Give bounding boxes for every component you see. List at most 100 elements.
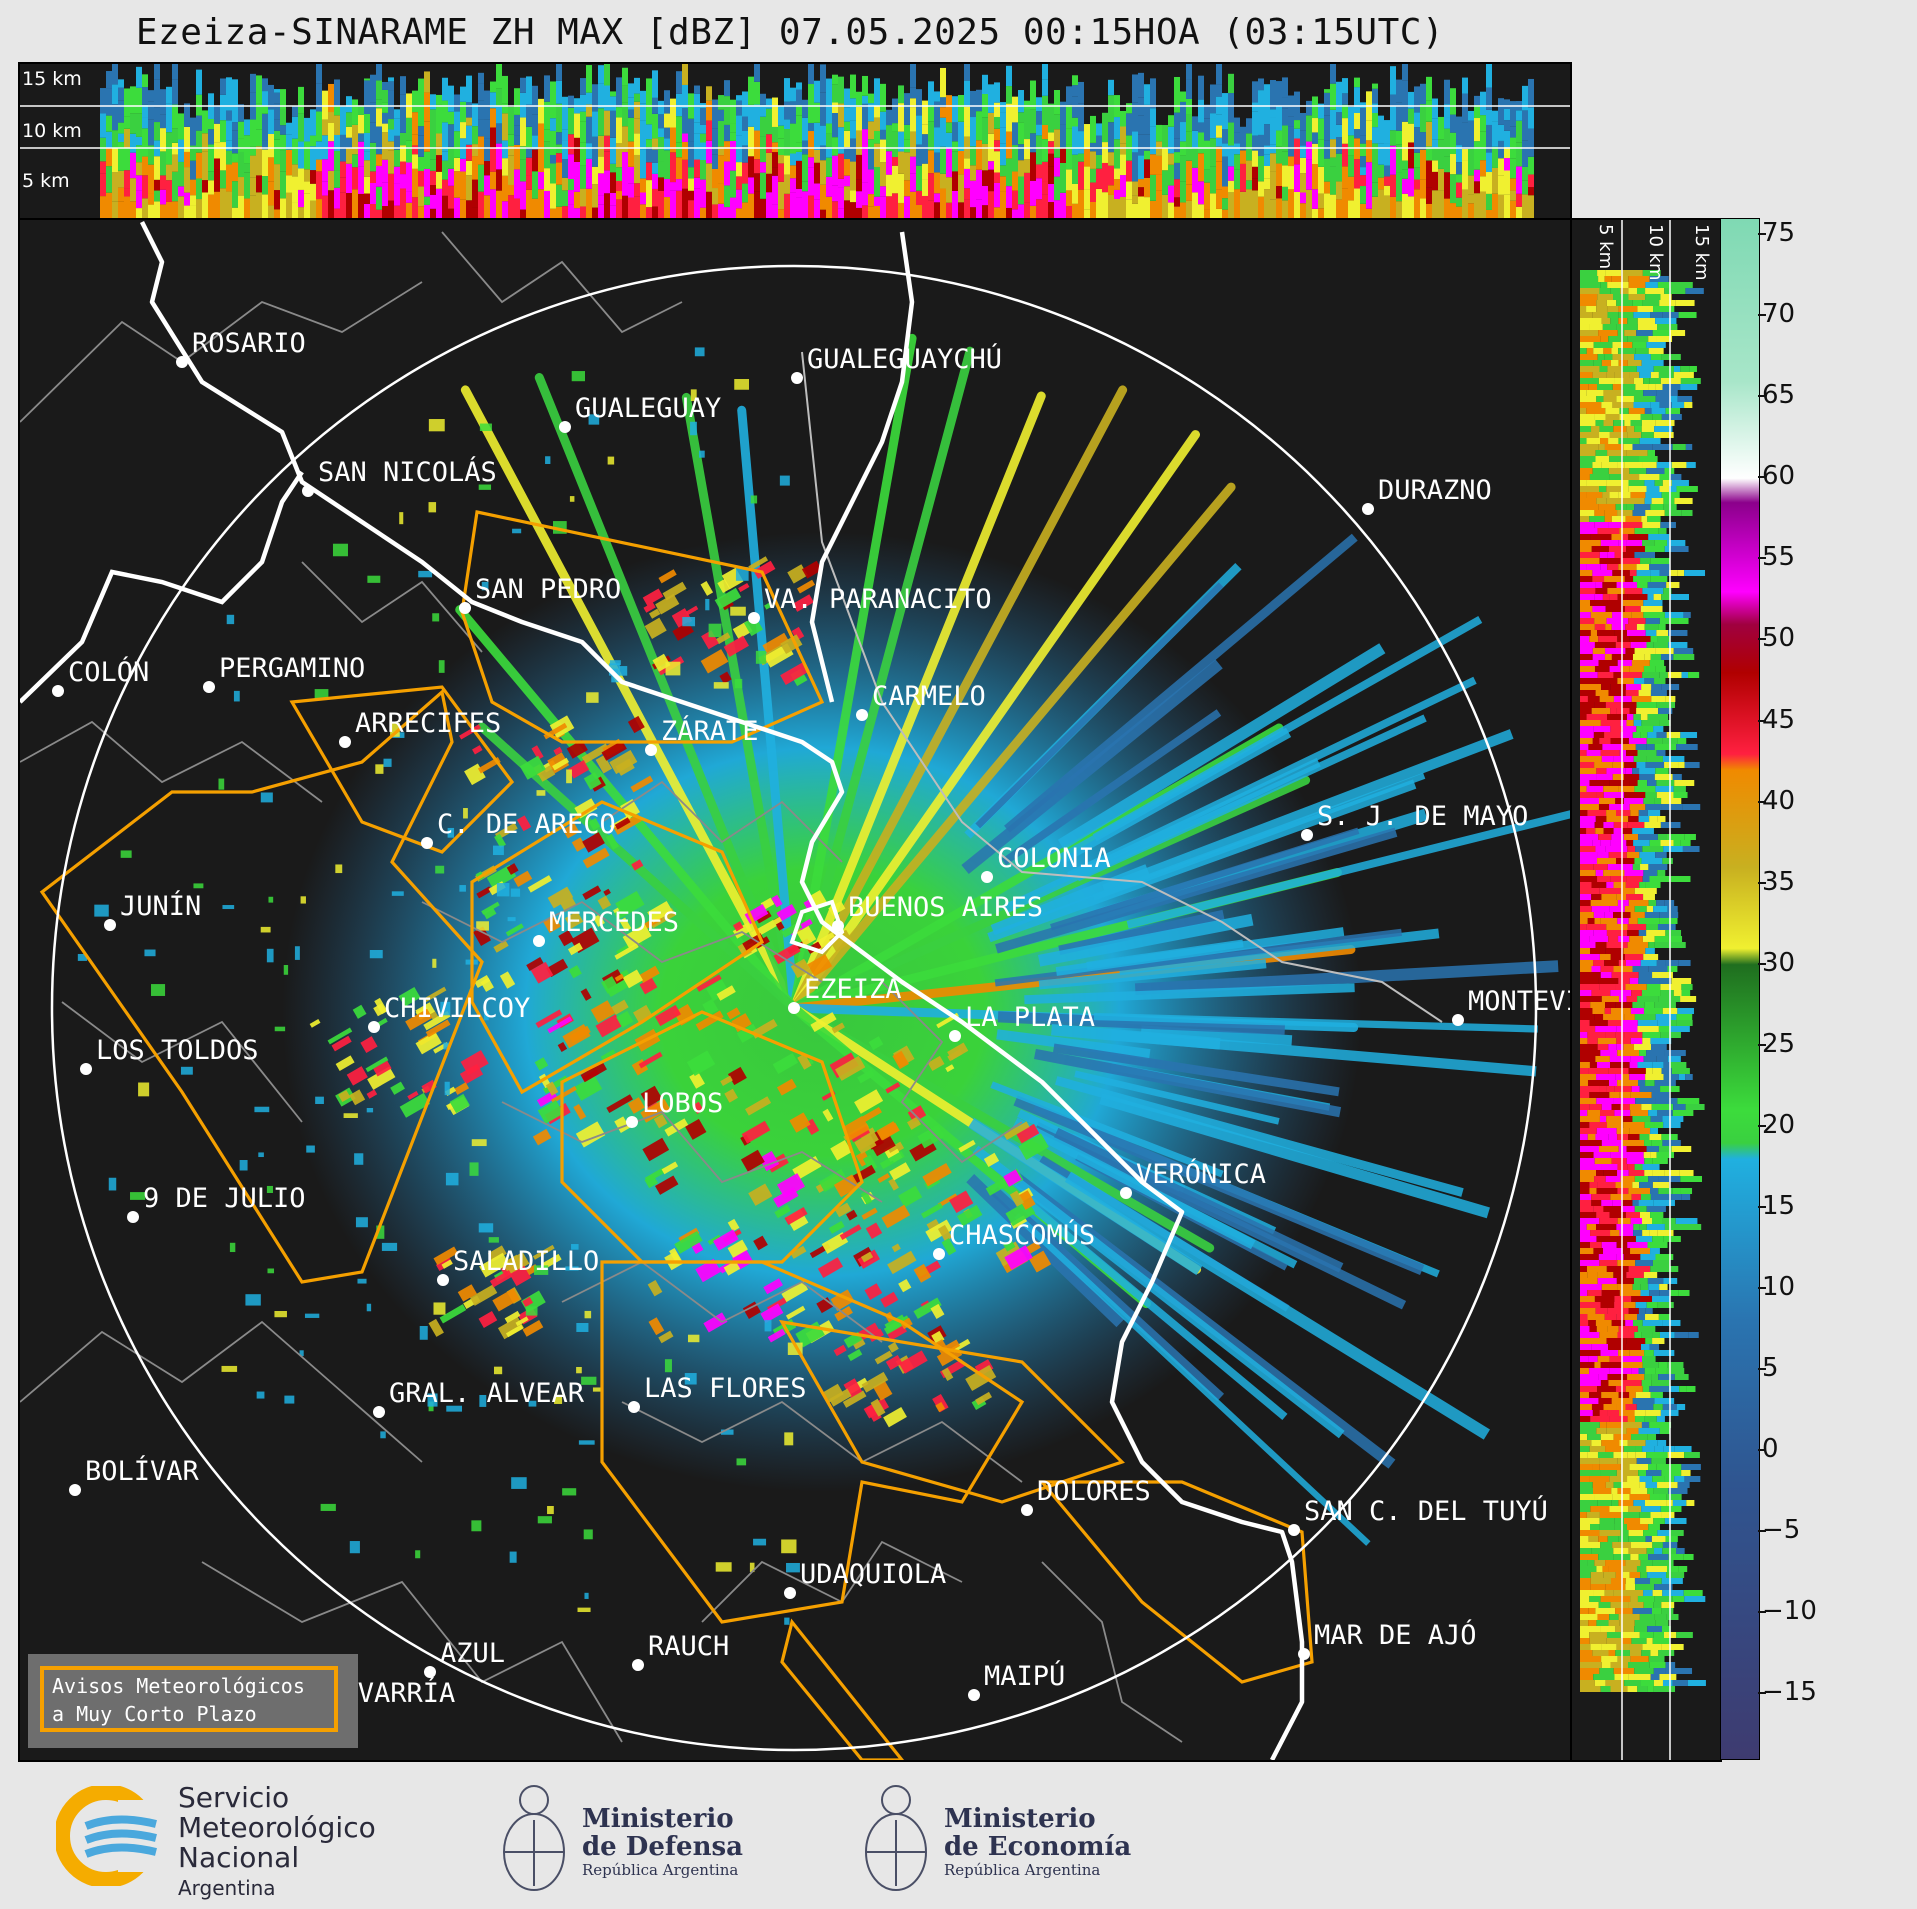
city-label: EZEIZA: [804, 974, 902, 1005]
city-label: LAS FLORES: [644, 1373, 807, 1404]
city-marker[interactable]: ROSARIO: [176, 328, 306, 368]
colorbar-tick-mark: [1758, 476, 1766, 479]
colorbar-tick-label: 30: [1762, 947, 1796, 978]
city-marker[interactable]: SALADILLO: [437, 1246, 599, 1286]
city-marker[interactable]: SAN PEDRO: [459, 574, 621, 614]
coastlines: [20, 220, 1305, 1760]
city-marker[interactable]: VERÓNICA: [1120, 1158, 1266, 1199]
city-dot: [788, 1002, 800, 1014]
city-label: ROSARIO: [192, 328, 306, 359]
height-label-15km: 15 km: [22, 68, 82, 90]
city-marker[interactable]: GUALEGUAYCHÚ: [791, 343, 1002, 384]
city-marker[interactable]: RAUCH: [632, 1631, 729, 1671]
city-marker[interactable]: CHASCOMÚS: [933, 1219, 1095, 1260]
city-marker[interactable]: BOLÍVAR: [69, 1455, 200, 1496]
city-label: GUALEGUAYCHÚ: [807, 343, 1002, 375]
colorbar-tick-mark: [1758, 1611, 1766, 1614]
city-marker[interactable]: COLÓN: [52, 656, 149, 697]
city-marker[interactable]: S. J. DE MAYO: [1301, 801, 1528, 841]
city-dot: [1288, 1524, 1300, 1536]
dbz-colorbar: [1720, 218, 1760, 1760]
city-marker[interactable]: JUNÍN: [104, 890, 201, 931]
warning-legend[interactable]: Avisos Meteorológicos a Muy Corto Plazo: [28, 1654, 358, 1748]
city-label: ZÁRATE: [661, 715, 759, 747]
city-label: S. J. DE MAYO: [1317, 801, 1528, 832]
colorbar-tick-label: 0: [1762, 1434, 1779, 1464]
city-marker[interactable]: C. DE ARECO: [421, 809, 616, 849]
city-marker[interactable]: LOBOS: [626, 1088, 723, 1128]
city-marker[interactable]: SAN NICOLÁS: [302, 456, 497, 497]
city-marker[interactable]: UDAQUIOLA: [784, 1559, 946, 1599]
city-marker[interactable]: PERGAMINO: [203, 653, 365, 693]
colorbar-tick-mark: [1758, 881, 1766, 884]
city-dot: [949, 1030, 961, 1042]
city-marker[interactable]: MAR DE AJÓ: [1298, 1619, 1477, 1660]
city-dot: [52, 685, 64, 697]
colorbar-tick-mark: [1758, 638, 1766, 641]
city-label: VERÓNICA: [1136, 1158, 1266, 1190]
city-marker[interactable]: GRAL. ALVEAR: [373, 1378, 585, 1418]
city-dot: [981, 871, 993, 883]
colorbar-tick-label: −5: [1762, 1515, 1801, 1546]
city-marker[interactable]: 9 DE JULIO: [127, 1183, 306, 1223]
city-label: COLÓN: [68, 656, 149, 688]
city-dot: [424, 1666, 436, 1678]
colorbar-tick-label: −15: [1762, 1677, 1817, 1708]
city-dot: [1362, 503, 1374, 515]
city-dot: [1301, 829, 1313, 841]
city-marker[interactable]: EZEIZA: [788, 974, 902, 1014]
city-dot: [533, 935, 545, 947]
city-marker[interactable]: DURAZNO: [1362, 475, 1492, 515]
colorbar-tick-label: 65: [1762, 380, 1796, 411]
city-marker[interactable]: MAIPÚ: [968, 1660, 1065, 1701]
top-cross-section-plot: [20, 64, 1570, 218]
city-label: CARMELO: [872, 681, 986, 712]
city-dot: [437, 1274, 449, 1286]
city-dot: [748, 612, 760, 624]
city-label: SALADILLO: [453, 1246, 599, 1277]
city-marker[interactable]: LAS FLORES: [628, 1373, 807, 1413]
colorbar-tick-mark: [1758, 395, 1766, 398]
city-dot: [339, 736, 351, 748]
city-marker[interactable]: COLONIA: [981, 843, 1111, 883]
city-marker[interactable]: MONTEVIDEO: [1452, 986, 1570, 1026]
colorbar-tick-mark: [1758, 1286, 1766, 1289]
city-dot: [203, 681, 215, 693]
city-dot: [176, 356, 188, 368]
city-dot: [127, 1211, 139, 1223]
city-marker[interactable]: LA PLATA: [949, 1002, 1095, 1042]
side-cross-section: 5 km 10 km 15 km: [1570, 218, 1722, 1762]
city-marker[interactable]: VA. PARANACITO: [748, 584, 992, 624]
height-label-10km: 10 km: [22, 120, 82, 142]
city-marker[interactable]: MERCEDES: [533, 907, 679, 947]
city-marker[interactable]: GUALEGUAY: [559, 393, 721, 433]
city-marker[interactable]: CARMELO: [856, 681, 986, 721]
city-marker[interactable]: LOS TOLDOS: [80, 1035, 259, 1075]
city-marker[interactable]: SAN C. DEL TUYÚ: [1288, 1495, 1548, 1536]
city-label: LOS TOLDOS: [96, 1035, 259, 1066]
city-label: SAN NICOLÁS: [318, 456, 497, 488]
smn-logo: [56, 1786, 166, 1886]
height-label-5km: 5 km: [22, 170, 70, 192]
city-label: LOBOS: [642, 1088, 723, 1119]
colorbar-tick-mark: [1758, 800, 1766, 803]
radar-map[interactable]: ROSARIO GUALEGUAYCHÚ GUALEGUAY SAN NICOLÁS D…: [18, 218, 1572, 1762]
city-marker[interactable]: ARRECIFES: [339, 708, 501, 748]
city-label: MAR DE AJÓ: [1314, 1619, 1477, 1651]
city-marker[interactable]: CHIVILCOY: [368, 993, 530, 1033]
smn-line-2: Meteorológico: [178, 1811, 376, 1844]
smn-line-1: Servicio: [178, 1781, 290, 1814]
city-marker[interactable]: BUENOS AIRES: [832, 892, 1043, 932]
city-label: MERCEDES: [549, 907, 679, 938]
city-label: AZUL: [440, 1638, 505, 1669]
city-dot: [421, 837, 433, 849]
radar-map-plot: ROSARIO GUALEGUAYCHÚ GUALEGUAY SAN NICOLÁS D…: [20, 220, 1570, 1760]
city-label: COLONIA: [997, 843, 1111, 874]
colorbar-tick-mark: [1758, 1530, 1766, 1533]
city-marker[interactable]: ZÁRATE: [645, 715, 759, 756]
city-marker[interactable]: AZUL: [424, 1638, 505, 1678]
city-label: BUENOS AIRES: [848, 892, 1043, 923]
colorbar-tick-label: 20: [1762, 1109, 1796, 1140]
chart-title: Ezeiza-SINARAME ZH MAX [dBZ] 07.05.2025 …: [135, 12, 1445, 53]
city-marker[interactable]: DOLORES: [1021, 1476, 1151, 1516]
